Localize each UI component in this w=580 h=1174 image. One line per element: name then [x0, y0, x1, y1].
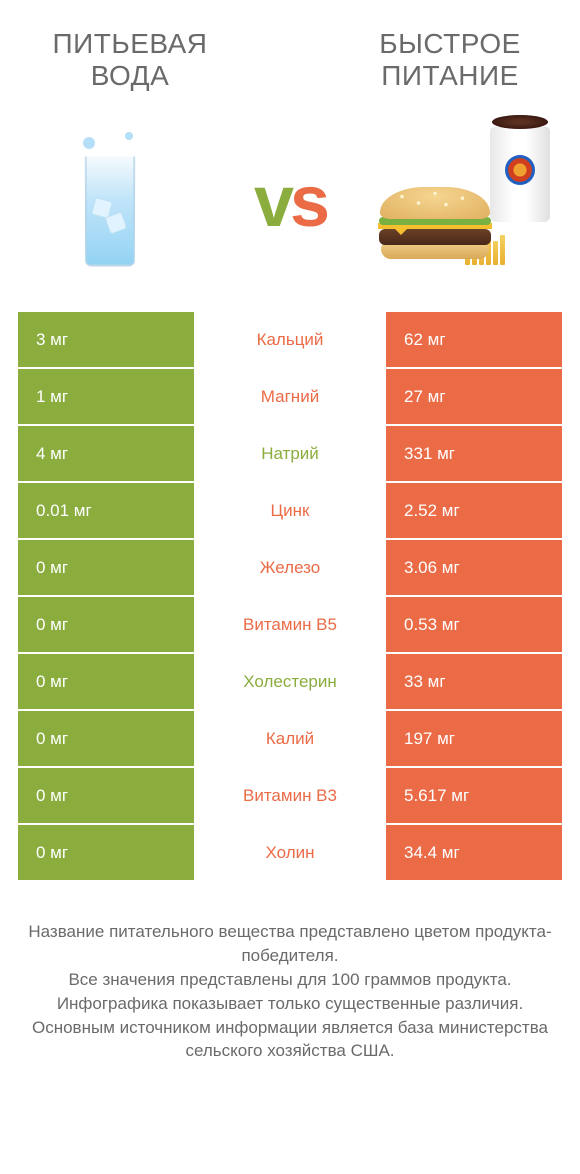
nutrient-label-cell: Витамин B3	[194, 768, 386, 823]
comparison-table: 3 мгКальций62 мг1 мгМагний27 мг4 мгНатри…	[0, 312, 580, 880]
right-value-cell: 5.617 мг	[386, 768, 562, 823]
table-row: 0 мгВитамин B50.53 мг	[18, 597, 562, 652]
table-row: 0 мгХолин34.4 мг	[18, 825, 562, 880]
images-row: vs	[0, 102, 580, 312]
right-value-cell: 33 мг	[386, 654, 562, 709]
right-value-cell: 62 мг	[386, 312, 562, 367]
left-value-cell: 0 мг	[18, 540, 194, 595]
left-value-cell: 4 мг	[18, 426, 194, 481]
table-row: 0 мгКалий197 мг	[18, 711, 562, 766]
nutrient-label-cell: Цинк	[194, 483, 386, 538]
left-value-cell: 1 мг	[18, 369, 194, 424]
nutrient-label-cell: Витамин B5	[194, 597, 386, 652]
footer-line: Основным источником информации является …	[24, 1016, 556, 1064]
right-value-cell: 0.53 мг	[386, 597, 562, 652]
table-row: 1 мгМагний27 мг	[18, 369, 562, 424]
left-value-cell: 0 мг	[18, 768, 194, 823]
right-value-cell: 34.4 мг	[386, 825, 562, 880]
nutrient-label-cell: Холин	[194, 825, 386, 880]
nutrient-label-cell: Кальций	[194, 312, 386, 367]
table-row: 4 мгНатрий331 мг	[18, 426, 562, 481]
right-value-cell: 27 мг	[386, 369, 562, 424]
left-product-title: ПИТЬЕВАЯ ВОДА	[30, 28, 230, 92]
water-glass-icon	[75, 137, 145, 267]
fastfood-icon	[380, 127, 560, 277]
table-row: 0 мгЖелезо3.06 мг	[18, 540, 562, 595]
left-value-cell: 3 мг	[18, 312, 194, 367]
left-value-cell: 0 мг	[18, 711, 194, 766]
table-row: 0.01 мгЦинк2.52 мг	[18, 483, 562, 538]
nutrient-label-cell: Калий	[194, 711, 386, 766]
nutrient-label-cell: Холестерин	[194, 654, 386, 709]
right-value-cell: 3.06 мг	[386, 540, 562, 595]
left-value-cell: 0 мг	[18, 654, 194, 709]
nutrient-label-cell: Железо	[194, 540, 386, 595]
left-value-cell: 0.01 мг	[18, 483, 194, 538]
nutrient-label-cell: Натрий	[194, 426, 386, 481]
footer-line: Название питательного вещества представл…	[24, 920, 556, 968]
right-value-cell: 331 мг	[386, 426, 562, 481]
right-value-cell: 197 мг	[386, 711, 562, 766]
right-product-image	[380, 117, 560, 287]
left-value-cell: 0 мг	[18, 825, 194, 880]
table-row: 0 мгВитамин B35.617 мг	[18, 768, 562, 823]
table-row: 0 мгХолестерин33 мг	[18, 654, 562, 709]
table-row: 3 мгКальций62 мг	[18, 312, 562, 367]
right-product-title: БЫСТРОЕ ПИТАНИЕ	[350, 28, 550, 92]
nutrient-label-cell: Магний	[194, 369, 386, 424]
left-value-cell: 0 мг	[18, 597, 194, 652]
footer-line: Все значения представлены для 100 граммо…	[24, 968, 556, 992]
right-value-cell: 2.52 мг	[386, 483, 562, 538]
vs-label: vs	[254, 161, 326, 243]
header: ПИТЬЕВАЯ ВОДА БЫСТРОЕ ПИТАНИЕ	[0, 0, 580, 102]
footer-line: Инфографика показывает только существенн…	[24, 992, 556, 1016]
left-product-image	[20, 117, 200, 287]
footer-notes: Название питательного вещества представл…	[0, 882, 580, 1063]
